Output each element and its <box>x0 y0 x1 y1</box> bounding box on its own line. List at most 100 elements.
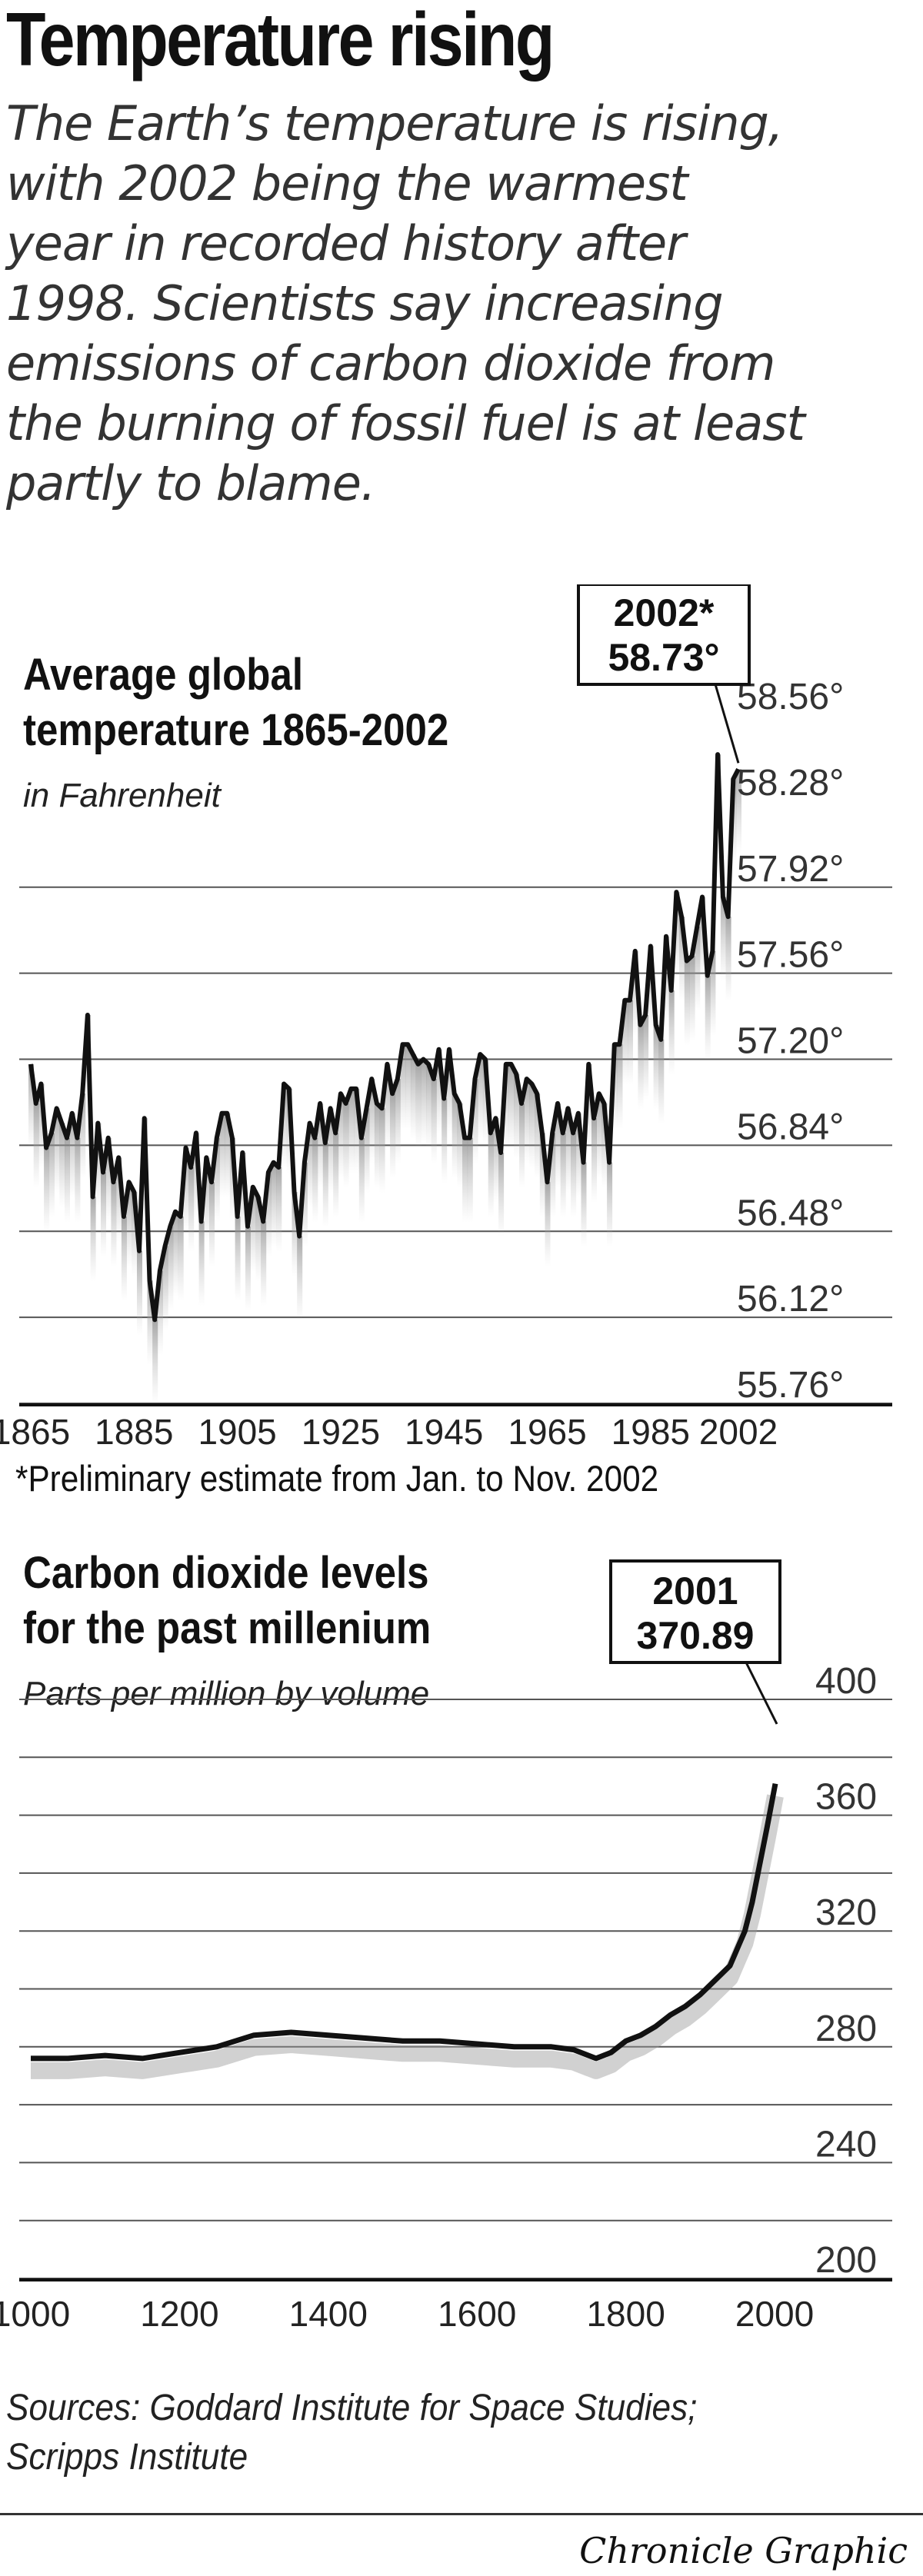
data-point-shadow <box>354 1088 360 1173</box>
data-point-shadow <box>162 1246 168 1331</box>
data-point-shadow <box>405 1044 412 1130</box>
intro-text: The Earth’s temperature is rising, with … <box>6 94 914 514</box>
y-tick-label: 200 <box>815 2240 877 2281</box>
data-point-shadow <box>157 1270 163 1356</box>
data-point-shadow <box>307 1123 313 1208</box>
data-point-shadow <box>229 1137 235 1223</box>
data-point-shadow <box>90 1196 96 1282</box>
data-point-shadow <box>524 1079 530 1164</box>
callout-label: 2002* <box>614 591 715 634</box>
data-point-shadow <box>575 1113 581 1198</box>
data-point-shadow <box>390 1093 396 1179</box>
data-point-shadow <box>560 1133 566 1218</box>
data-point-shadow <box>700 897 705 982</box>
data-point-shadow <box>265 1172 272 1257</box>
x-tick-label: 1965 <box>508 1412 586 1446</box>
data-point-shadow <box>539 1133 545 1218</box>
data-point-shadow <box>328 1108 334 1193</box>
data-point-shadow <box>736 769 741 854</box>
data-point-shadow <box>436 1049 442 1134</box>
co2-series-shadow <box>31 1794 784 2079</box>
y-tick-label: 280 <box>815 2009 877 2049</box>
data-point-shadow <box>535 1093 541 1179</box>
data-point-shadow <box>508 1063 515 1149</box>
data-point-shadow <box>720 897 726 982</box>
co2-chart-subtitle: Parts per million by volume <box>23 1675 430 1712</box>
credit: Chronicle Graphic <box>579 2530 908 2571</box>
co2-series-line <box>31 1782 778 2062</box>
x-tick-label: 1905 <box>198 1412 276 1446</box>
data-point-shadow <box>400 1044 406 1130</box>
data-point-shadow <box>198 1221 205 1306</box>
data-point-shadow <box>503 1063 509 1149</box>
data-point-shadow <box>705 975 711 1060</box>
y-tick-label: 58.28° <box>737 763 844 804</box>
data-point-shadow <box>358 1137 365 1223</box>
data-point-shadow <box>271 1162 277 1247</box>
data-point-shadow <box>664 936 669 1021</box>
callout-box <box>577 584 751 686</box>
data-point-shadow <box>44 1147 50 1233</box>
data-point-shadow <box>65 1137 70 1223</box>
co2-title-line: for the past millenium <box>23 1603 432 1653</box>
data-point-shadow <box>147 1280 153 1366</box>
y-tick-label: 400 <box>815 1661 877 1702</box>
data-point-shadow <box>421 1059 427 1144</box>
data-point-shadow <box>33 1103 39 1188</box>
data-point-shadow <box>653 1024 659 1110</box>
y-tick-label: 57.92° <box>737 849 844 890</box>
data-point-shadow <box>95 1123 102 1208</box>
data-point-shadow <box>467 1137 473 1223</box>
data-point-shadow <box>710 950 716 1036</box>
data-point-shadow <box>75 1137 81 1223</box>
x-tick-label: 1400 <box>289 2294 368 2334</box>
data-point-shadow <box>178 1216 184 1302</box>
data-point-shadow <box>498 1153 505 1237</box>
data-point-shadow <box>59 1123 65 1208</box>
data-point-shadow <box>235 1216 241 1302</box>
data-point-shadow <box>571 1133 577 1218</box>
data-point-shadow <box>219 1113 225 1198</box>
data-point-shadow <box>69 1113 75 1198</box>
data-point-shadow <box>519 1103 525 1188</box>
callout-leader <box>745 1662 778 1725</box>
data-point-shadow <box>101 1172 106 1257</box>
data-point-shadow <box>152 1320 158 1405</box>
y-tick-label: 56.84° <box>737 1107 844 1147</box>
data-point-shadow <box>282 1083 288 1169</box>
data-point-shadow <box>622 1000 628 1085</box>
temperature-callout: 2002* 58.73° <box>577 584 751 764</box>
sources: Sources: Goddard Institute for Space Stu… <box>6 2384 697 2482</box>
data-point-shadow <box>379 1108 385 1193</box>
x-tick-label: 1885 <box>95 1412 173 1446</box>
data-point-shadow <box>426 1063 432 1149</box>
data-point-shadow <box>607 1162 613 1247</box>
data-point-shadow <box>555 1103 561 1188</box>
x-tick-label: 2002 <box>699 1412 778 1446</box>
data-point-shadow <box>255 1196 262 1282</box>
x-tick-label: 1985 <box>611 1412 690 1446</box>
sources-line: Scripps Institute <box>6 2437 248 2478</box>
y-tick-label: 360 <box>815 1777 877 1818</box>
data-point-shadow <box>632 950 638 1036</box>
data-point-shadow <box>586 1063 592 1149</box>
temperature-title-line: Average global <box>23 650 304 700</box>
data-point-shadow <box>204 1157 210 1243</box>
page-title: Temperature rising <box>6 0 555 82</box>
data-point-shadow <box>628 1000 633 1085</box>
data-point-shadow <box>395 1079 401 1164</box>
data-point-shadow <box>318 1103 324 1188</box>
data-point-shadow <box>472 1079 478 1164</box>
data-point-shadow <box>545 1182 551 1267</box>
intro-line: with 2002 being the warmest <box>6 155 688 211</box>
data-point-shadow <box>596 1093 602 1179</box>
data-point-shadow <box>529 1083 535 1169</box>
data-point-shadow <box>276 1167 282 1253</box>
data-point-shadow <box>105 1137 112 1223</box>
data-point-shadow <box>297 1236 303 1321</box>
x-tick-label: 1000 <box>0 2294 70 2334</box>
data-point-shadow <box>245 1226 251 1311</box>
data-point-shadow <box>168 1226 174 1311</box>
x-tick-label: 1600 <box>438 2294 516 2334</box>
callout-box <box>609 1559 781 1664</box>
